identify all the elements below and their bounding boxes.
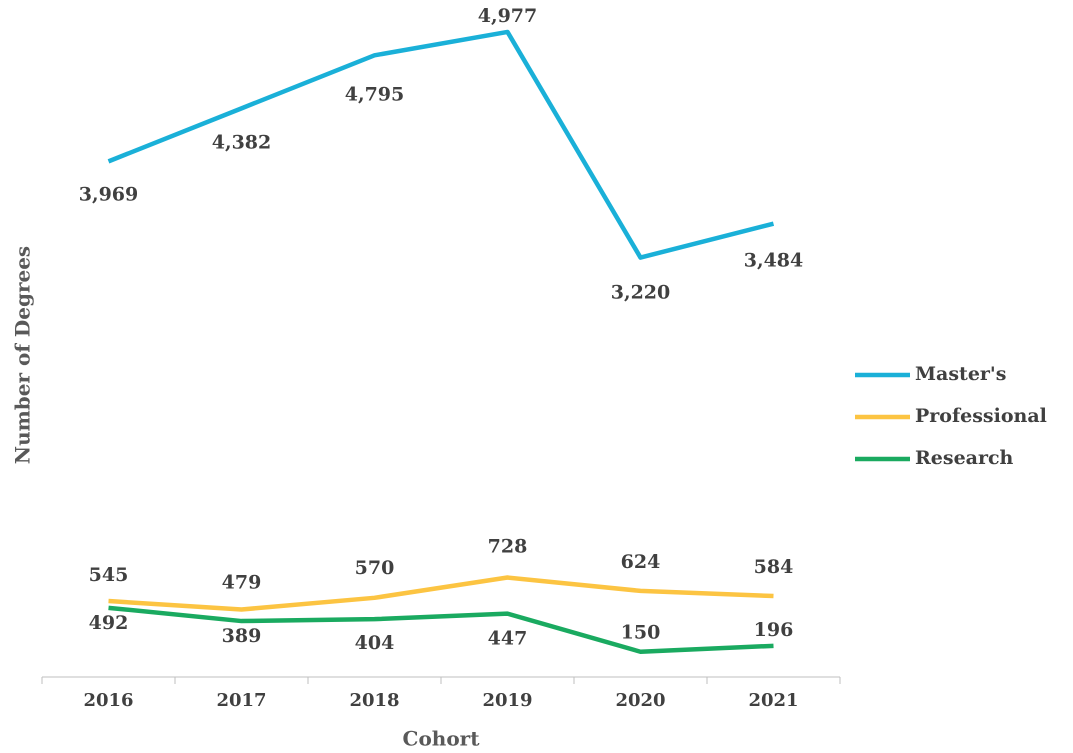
x-tick-label: 2021: [748, 690, 798, 711]
data-label: 447: [488, 628, 528, 650]
y-axis-title: Number of Degrees: [11, 246, 35, 464]
data-label: 492: [89, 612, 129, 634]
data-label: 404: [355, 632, 395, 654]
data-label: 624: [621, 551, 661, 573]
x-tick-label: 2017: [216, 690, 266, 711]
legend-label: Research: [915, 447, 1014, 469]
data-label: 4,977: [478, 5, 538, 27]
data-label: 3,484: [744, 250, 804, 272]
x-tick-label: 2019: [482, 690, 532, 711]
legend-label: Master's: [915, 363, 1006, 385]
x-axis-title: Cohort: [403, 727, 481, 751]
data-label: 479: [222, 571, 262, 593]
data-label: 4,795: [345, 83, 405, 105]
x-tick-label: 2016: [83, 690, 133, 711]
data-label: 3,969: [79, 183, 139, 205]
data-label: 4,382: [212, 131, 272, 153]
series-line: [107, 29, 775, 260]
data-label: 584: [754, 556, 794, 578]
data-label: 389: [222, 625, 262, 647]
x-tick-label: 2018: [349, 690, 399, 711]
data-label: 728: [488, 536, 528, 558]
data-label: 3,220: [611, 282, 671, 304]
data-label: 196: [754, 619, 794, 641]
data-label: 570: [355, 557, 395, 579]
legend-label: Professional: [915, 405, 1047, 427]
data-label: 150: [621, 622, 661, 644]
x-tick-label: 2020: [615, 690, 665, 711]
data-label: 545: [89, 564, 129, 586]
series-line: [108, 605, 774, 654]
series-line: [108, 575, 774, 612]
